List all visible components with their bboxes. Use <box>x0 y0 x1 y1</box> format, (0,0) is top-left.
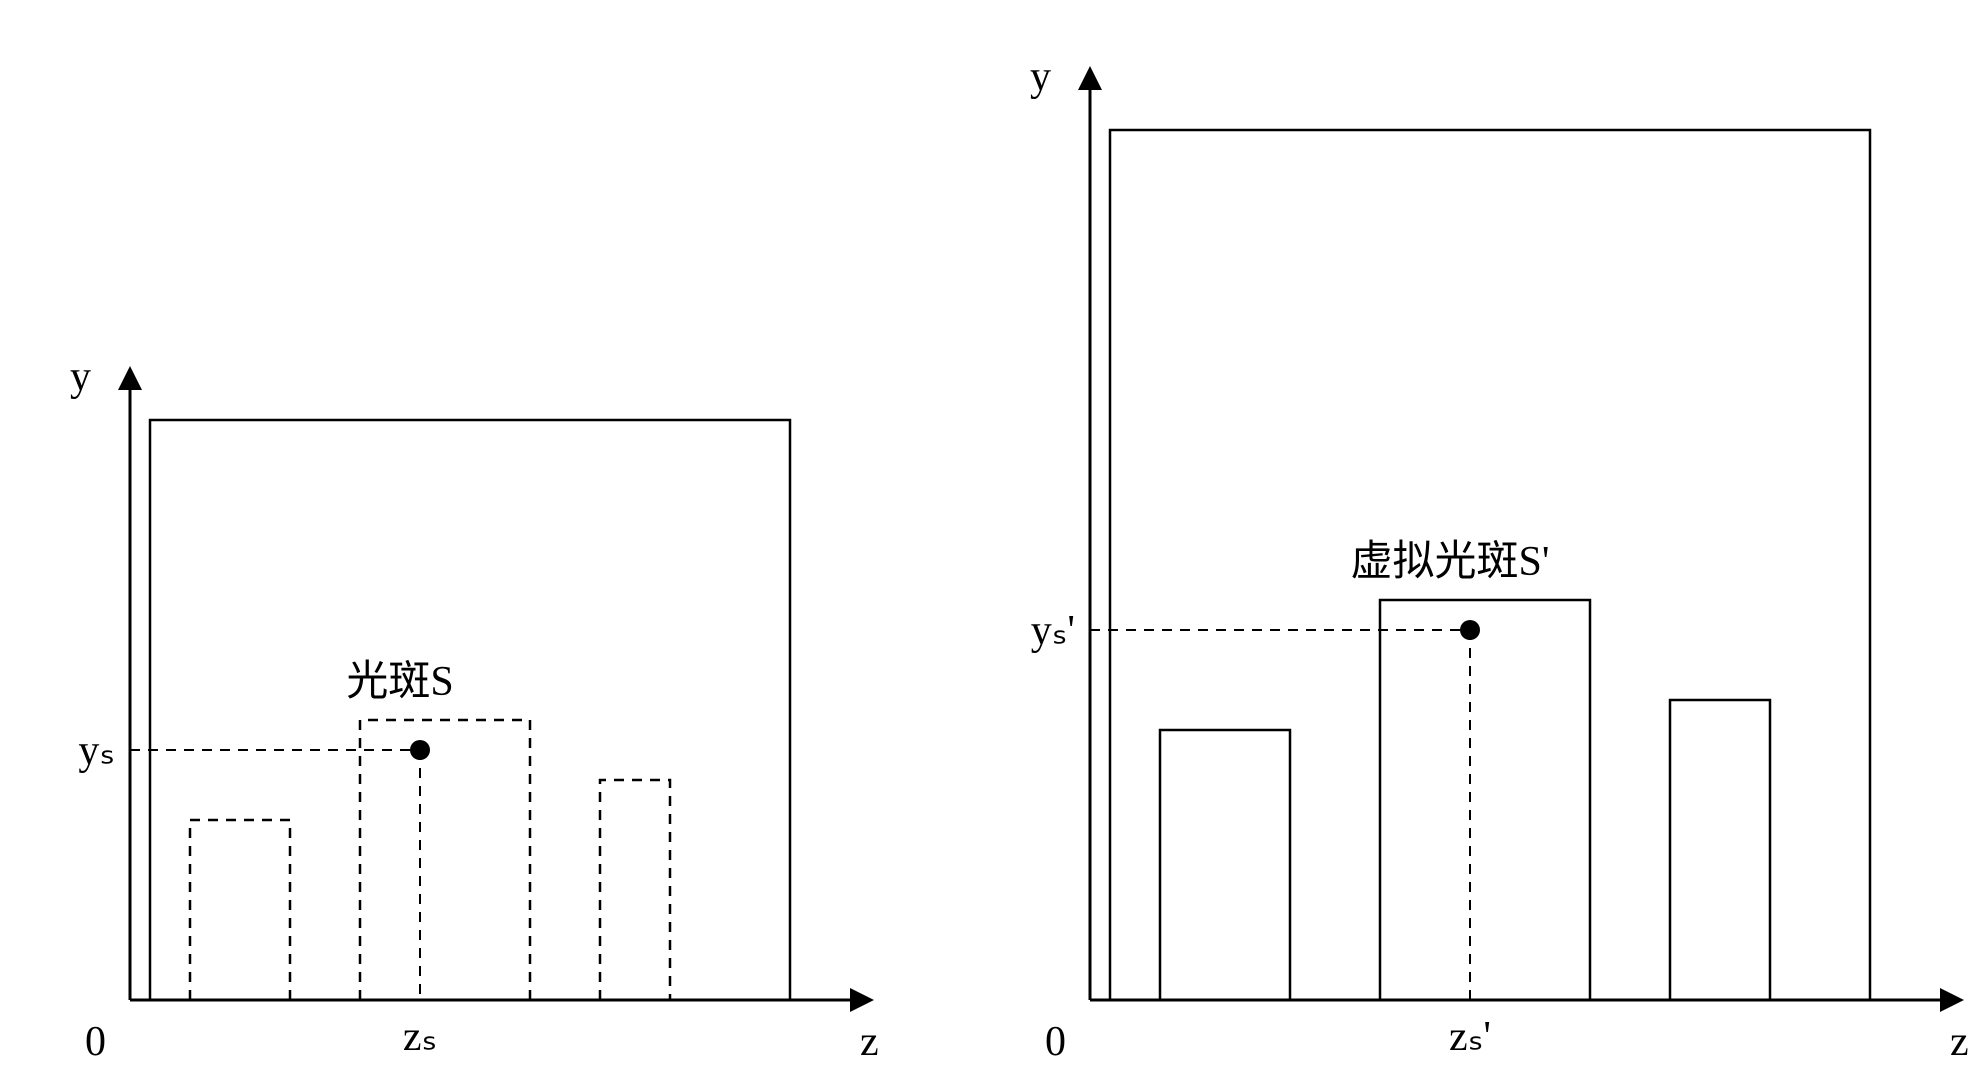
x-tick-label: zₛ' <box>1449 1014 1491 1060</box>
y-axis-label: y <box>70 354 91 400</box>
origin-label: 0 <box>1045 1019 1066 1065</box>
y-axis-label: y <box>1030 54 1051 100</box>
spot-label: 光斑S <box>346 659 453 705</box>
origin-label: 0 <box>85 1019 106 1065</box>
x-axis-label: z <box>1950 1019 1969 1065</box>
spot-point <box>1460 620 1480 640</box>
spot-label: 虚拟光斑S' <box>1351 539 1550 585</box>
x-axis-label: z <box>860 1019 879 1065</box>
bar-2 <box>600 780 670 1000</box>
bar-0 <box>1160 730 1290 1000</box>
x-tick-label: zₛ <box>403 1014 437 1060</box>
bar-1 <box>360 720 530 1000</box>
frame-box <box>150 420 790 1000</box>
y-tick-label: yₛ <box>78 728 115 774</box>
bar-0 <box>190 820 290 1000</box>
y-tick-label: yₛ' <box>1031 608 1075 654</box>
bar-2 <box>1670 700 1770 1000</box>
bar-1 <box>1380 600 1590 1000</box>
spot-point <box>410 740 430 760</box>
